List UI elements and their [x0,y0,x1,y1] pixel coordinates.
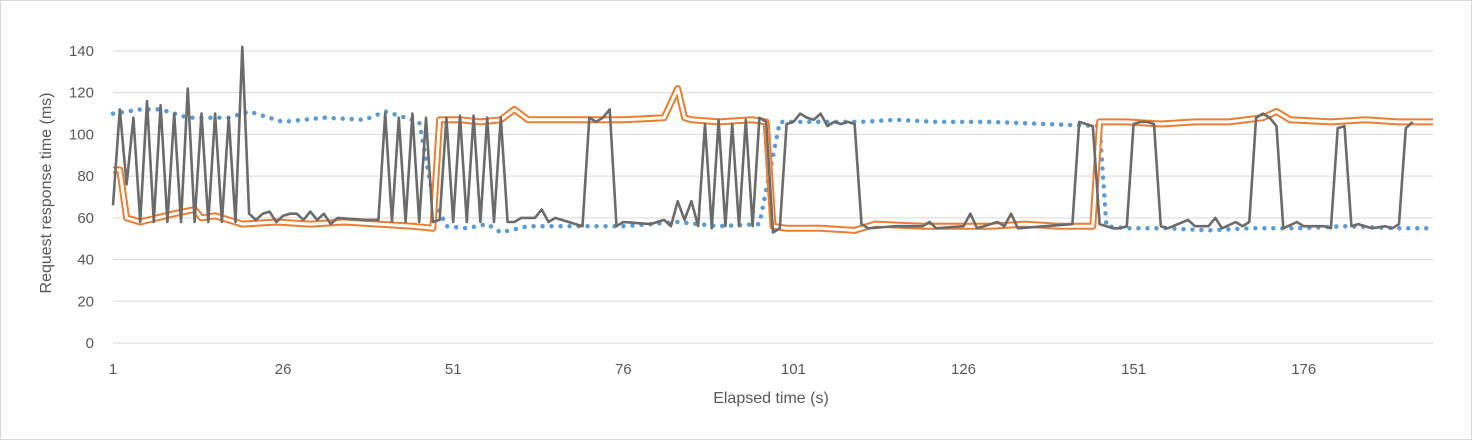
x-tick-label: 1 [109,361,117,378]
series-orange-double [113,85,1433,234]
x-tick-label: 51 [445,361,462,378]
series-gray-solid [111,45,1414,234]
y-tick-label: 80 [77,168,94,185]
y-tick-label: 100 [69,126,94,143]
x-tick-label: 26 [275,361,292,378]
series-line [110,107,1436,235]
y-tick-label: 0 [86,335,94,352]
series-group [110,45,1436,235]
x-axis-title: Elapsed time (s) [713,390,829,407]
y-axis-title: Request response time (ms) [38,93,55,294]
x-tick-label: 151 [1121,361,1146,378]
y-tick-label: 20 [77,293,94,310]
y-tick-label: 140 [69,43,94,60]
x-tick-label: 101 [781,361,806,378]
y-tick-label: 60 [77,210,94,227]
x-axis-ticks: 1 26 51 76 101 126 151 176 [109,361,1316,378]
x-tick-label: 176 [1291,361,1316,378]
y-axis-ticks: 0 20 40 60 80 100 120 140 [69,43,94,352]
y-tick-label: 120 [69,85,94,102]
x-tick-label: 76 [615,361,632,378]
series-line-inner [113,87,1433,232]
series-blue-dotted [110,107,1436,235]
y-tick-label: 40 [77,252,94,269]
series-line [111,45,1414,234]
x-tick-label: 126 [951,361,976,378]
